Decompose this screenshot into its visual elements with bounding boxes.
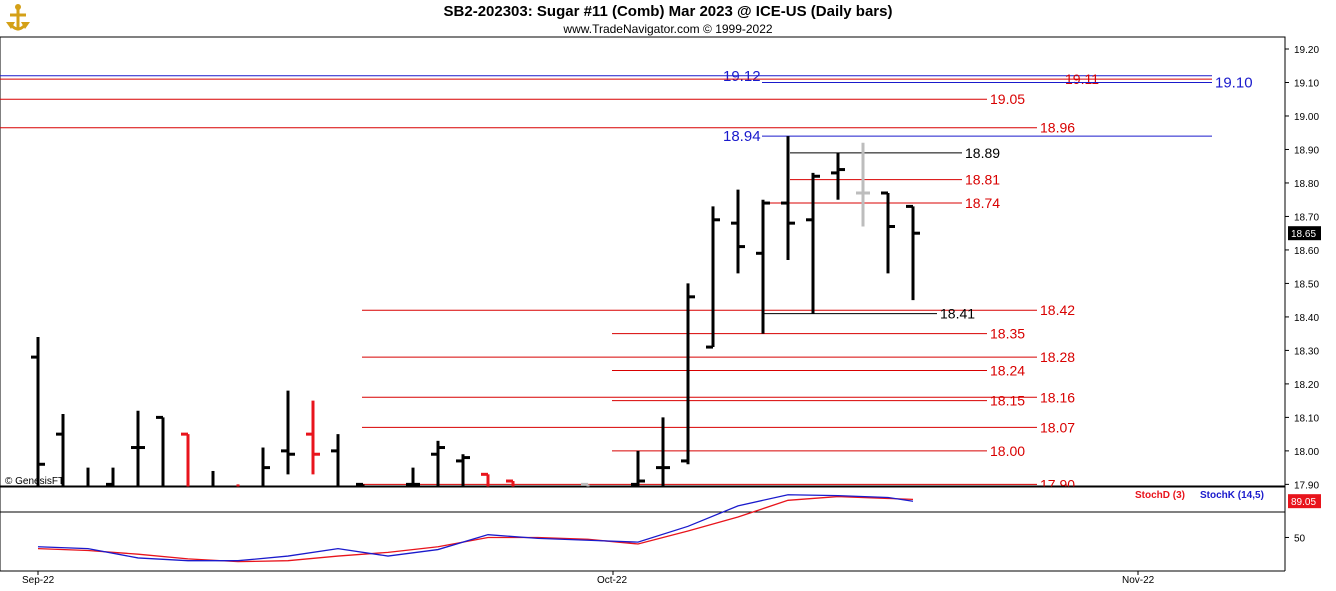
price-tick-label: 18.70 [1294,212,1319,223]
ohlc-bar [806,172,820,314]
ohlc-bar [281,390,295,475]
x-axis: Sep-22 Oct-22 Nov-22 [22,571,1336,591]
level-label: 19.12 [723,68,761,85]
last-price-label: 18.65 [1291,229,1316,240]
ohlc-bar [856,142,870,227]
ohlc-bar [881,191,895,274]
level-label: 18.16 [1040,389,1075,405]
x-tick-label: Oct-22 [597,575,627,586]
stochK-legend: StochK (14,5) [1200,490,1264,501]
level-label: 18.94 [723,128,761,145]
price-tick-label: 18.10 [1294,413,1319,424]
stochastic-panel-frame [0,486,1286,572]
ohlc-bar [756,199,770,334]
price-panel-frame [0,36,1286,487]
ohlc-bar [306,400,320,475]
stoch-last-label: 89.05 [1291,497,1316,508]
ohlc-bar [31,337,45,505]
ohlc-bar [706,206,720,349]
stochK-line [37,494,914,562]
last-price-marker [1288,226,1321,241]
price-tick-label: 19.10 [1294,78,1319,89]
price-tick-label: 19.00 [1294,112,1319,123]
ohlc-bar [831,152,845,200]
price-tick-label: 18.20 [1294,380,1319,391]
level-label: 18.28 [1040,349,1075,365]
level-label: 18.07 [1040,419,1075,435]
level-label: 18.89 [965,145,1000,161]
level-label: 19.10 [1215,74,1253,91]
price-tick-label: 18.90 [1294,145,1319,156]
level-label: 18.35 [990,326,1025,342]
level-label: 18.42 [1040,302,1075,318]
price-tick-label: 18.80 [1294,179,1319,190]
ohlc-bar [906,204,920,301]
chart-header: SB2-202303: Sugar #11 (Comb) Mar 2023 @ … [0,0,1336,37]
price-tick-label: 18.50 [1294,279,1319,290]
level-label: 18.00 [990,443,1025,459]
level-label: 18.15 [990,393,1025,409]
price-tick-label: 18.30 [1294,346,1319,357]
level-label: 18.96 [1040,120,1075,136]
chart-title: SB2-202303: Sugar #11 (Comb) Mar 2023 @ … [443,3,893,20]
level-label: 18.41 [940,306,975,322]
price-panel: 19.20 19.10 19.00 18.90 18.80 18.70 18.60 18.50… [0,36,1321,506]
ohlc-bar [731,189,745,274]
ohlc-bar [656,417,670,488]
ohlc-bar [681,283,695,465]
level-label: 18.24 [990,363,1025,379]
level-label: 19.11 [1065,71,1099,87]
x-tick-label: Nov-22 [1122,575,1155,586]
price-tick-label: 18.40 [1294,313,1319,324]
trade-navigator-logo-icon [6,4,30,31]
price-tick-label: 18.60 [1294,246,1319,257]
ohlc-bar [781,136,795,260]
chart-subtitle: www.TradeNavigator.com © 1999-2022 [563,22,773,36]
stochD-line [37,495,914,563]
stoch-last-marker [1288,494,1321,509]
x-tick-label: Sep-22 [22,575,55,586]
watermark: © GenesisFT [5,476,64,487]
price-tick-label: 19.20 [1294,45,1319,56]
level-label: 19.05 [990,91,1025,107]
price-tick-label: 17.90 [1294,480,1319,491]
level-label: 18.74 [965,195,1000,211]
price-tick-label: 18.00 [1294,447,1319,458]
level-label: 18.81 [965,172,1000,188]
stochD-legend: StochD (3) [1135,490,1185,501]
x-axis-corner [1285,571,1336,591]
stochastic-panel: StochD (3) StochK (14,5) 50 89.05 [0,486,1321,572]
stoch-tick-label: 50 [1294,533,1306,544]
